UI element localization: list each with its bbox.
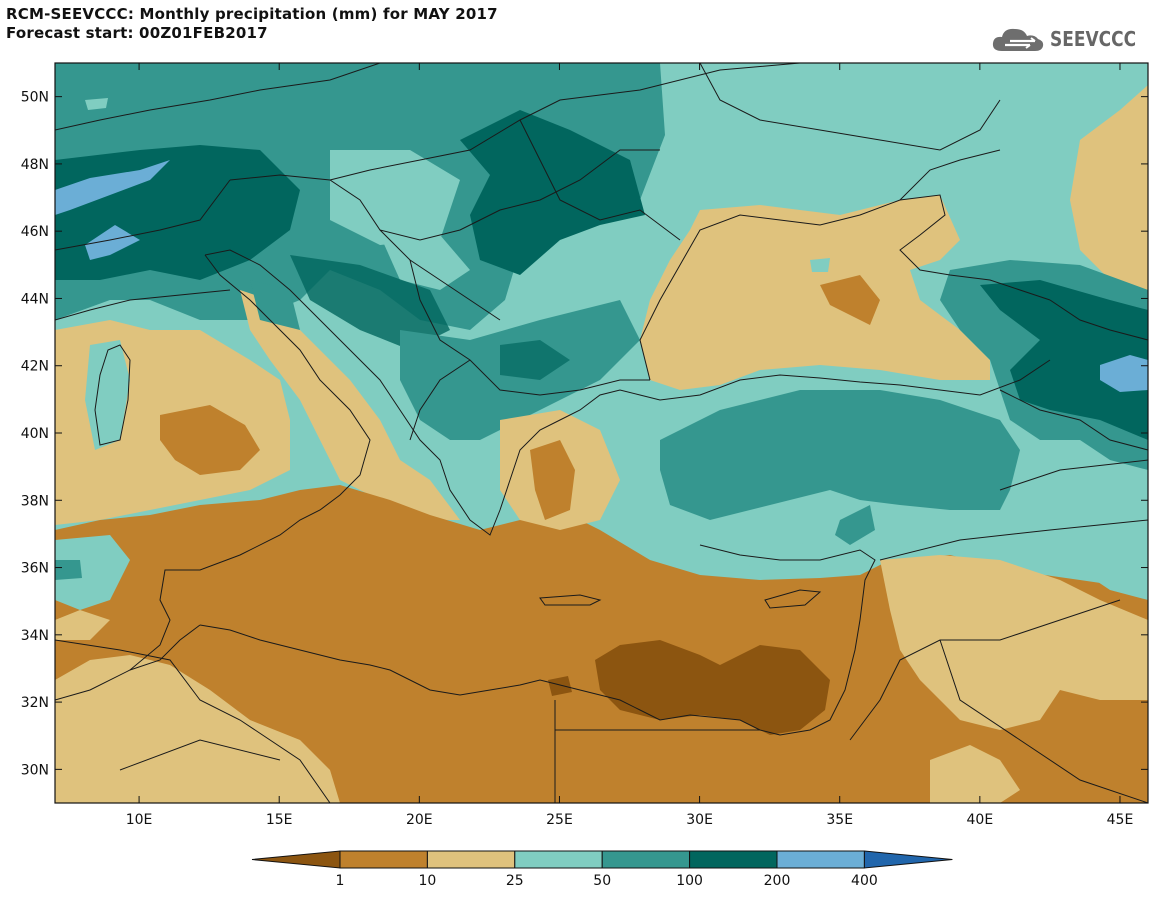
lat-label: 34N bbox=[21, 628, 49, 644]
colorbar-box bbox=[514, 850, 603, 869]
colorbar-box bbox=[339, 850, 428, 869]
lat-label: 38N bbox=[21, 493, 49, 509]
lat-label: 46N bbox=[21, 224, 49, 240]
precipitation-fields bbox=[55, 63, 1148, 803]
lon-label: 35E bbox=[826, 812, 853, 828]
lat-label: 36N bbox=[21, 561, 49, 577]
lat-label: 48N bbox=[21, 157, 49, 173]
coastlines bbox=[55, 63, 1148, 803]
forecast-start: Forecast start: 00Z01FEB2017 bbox=[6, 24, 268, 42]
colorbar-low-arrow bbox=[251, 850, 341, 869]
colorbar-box bbox=[689, 850, 778, 869]
cloud-logo-icon bbox=[992, 28, 1043, 51]
colorbar-box bbox=[776, 850, 865, 869]
logo-text: SEEVCCC bbox=[1049, 27, 1136, 51]
colorbar-box bbox=[601, 850, 691, 869]
colorbar-label: 50 bbox=[593, 873, 611, 889]
map-title: RCM-SEEVCCC: Monthly precipitation (mm) … bbox=[6, 5, 498, 23]
lon-label: 30E bbox=[686, 812, 713, 828]
lat-label: 44N bbox=[21, 291, 49, 307]
lat-label: 50N bbox=[21, 90, 49, 106]
colorbar-label: 25 bbox=[506, 873, 524, 889]
colorbar-box bbox=[426, 850, 516, 869]
colorbar-label: 10 bbox=[418, 873, 436, 889]
lon-label: 25E bbox=[546, 812, 573, 828]
lon-label: 40E bbox=[967, 812, 994, 828]
colorbar-high-arrow bbox=[863, 850, 953, 869]
lon-label: 15E bbox=[266, 812, 293, 828]
lat-label: 30N bbox=[21, 762, 49, 778]
lat-label: 42N bbox=[21, 359, 49, 375]
longitude-axis: 10E 15E 20E 25E 30E 35E 40E 45E bbox=[126, 63, 1134, 828]
lon-label: 45E bbox=[1107, 812, 1134, 828]
lat-label: 32N bbox=[21, 695, 49, 711]
lon-label: 20E bbox=[406, 812, 433, 828]
colorbar-label: 1 bbox=[336, 873, 345, 889]
colorbar-label: 100 bbox=[676, 873, 703, 889]
colorbar-label: 400 bbox=[851, 873, 878, 889]
colorbar-label: 200 bbox=[764, 873, 791, 889]
latitude-axis: 50N 48N 46N 44N 42N 40N 38N 36N 34N 32N 30N bbox=[21, 90, 1148, 778]
lat-label: 40N bbox=[21, 426, 49, 442]
seevccc-logo: SEEVCCC bbox=[990, 22, 1151, 56]
colorbar: 1 10 25 50 100 200 400 bbox=[251, 850, 953, 889]
lon-label: 10E bbox=[126, 812, 153, 828]
